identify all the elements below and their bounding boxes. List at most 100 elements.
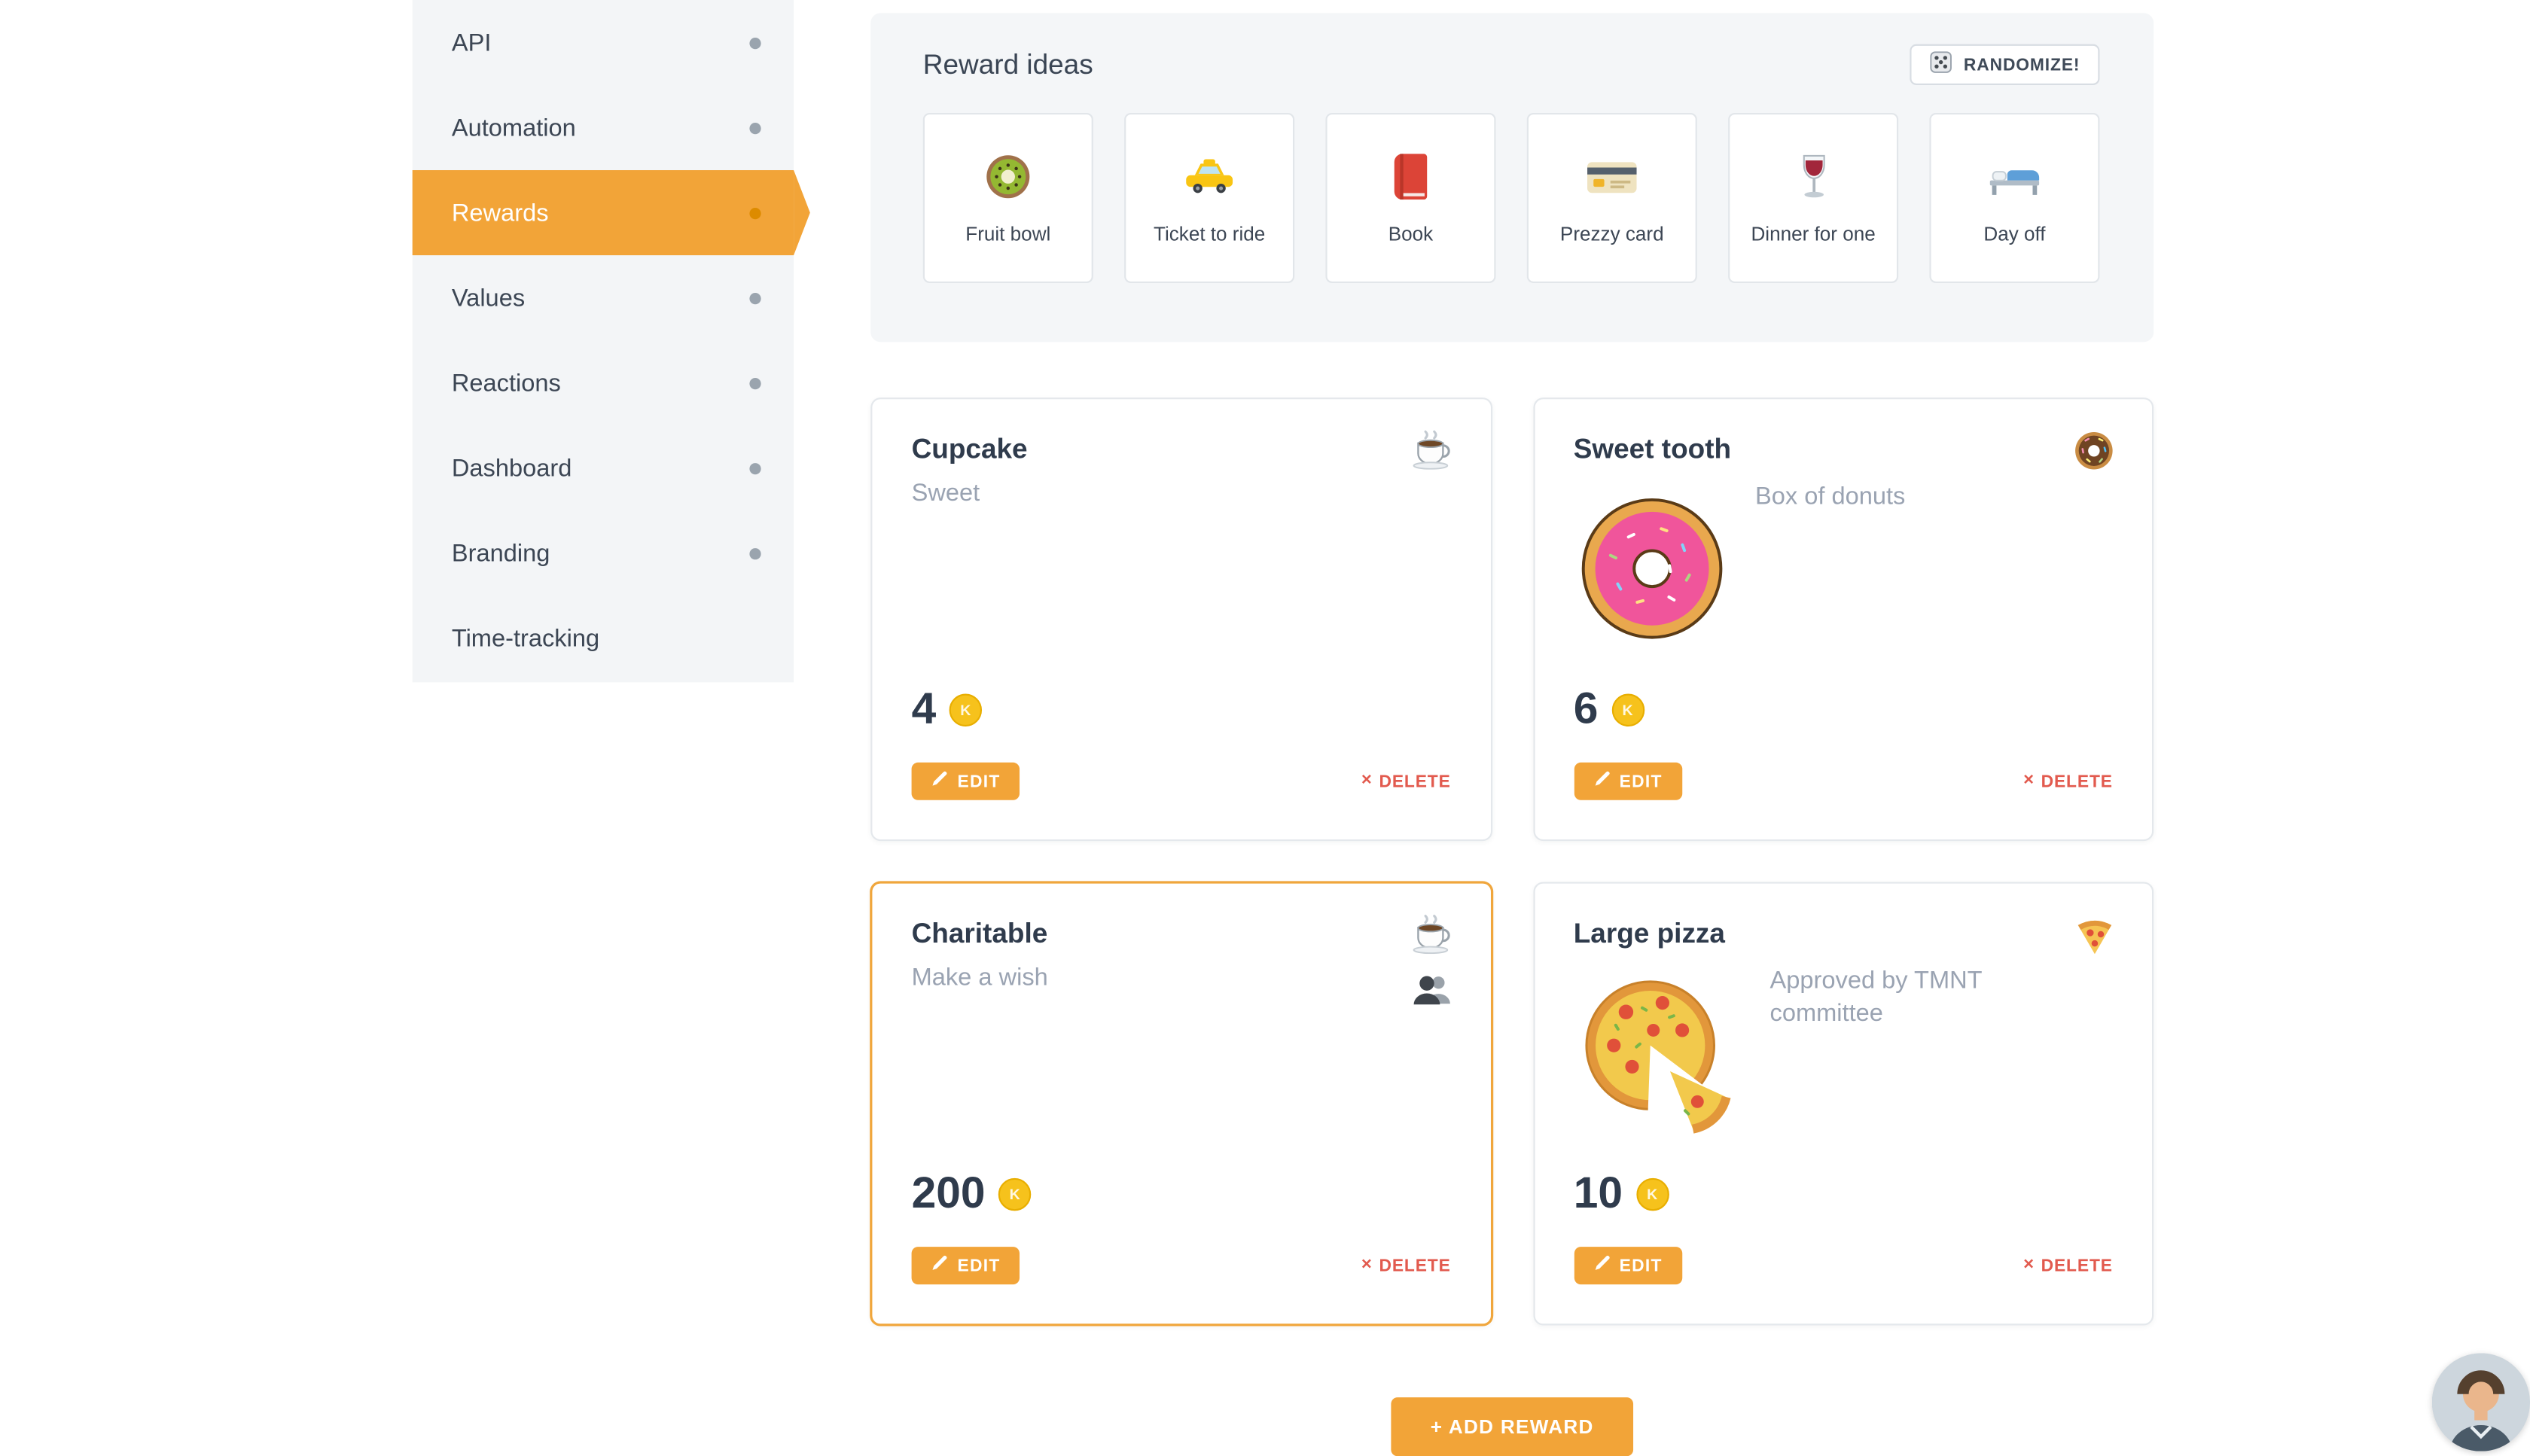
sidebar-item-time-tracking[interactable]: Time-tracking <box>413 595 794 681</box>
reward-cost: 200 K <box>912 1171 1032 1216</box>
reward-corner-icons <box>1410 913 1454 1016</box>
randomize-label: RANDOMIZE! <box>1963 54 2080 75</box>
pencil-icon <box>931 771 948 792</box>
sidebar-item-dashboard[interactable]: Dashboard <box>413 425 794 510</box>
delete-x-icon: × <box>1361 1254 1373 1275</box>
delete-button[interactable]: × DELETE <box>2023 1256 2113 1275</box>
pizza-illustration <box>1574 975 1744 1142</box>
randomize-button[interactable]: RANDOMIZE! <box>1910 44 2100 86</box>
idea-card-day-off[interactable]: Day off <box>1929 112 2100 283</box>
sidebar-item-label: Reactions <box>451 369 561 398</box>
reward-subtitle: Sweet <box>911 479 980 507</box>
reward-corner-icons <box>1410 428 1454 477</box>
reward-subtitle: Box of donuts <box>1754 483 1906 511</box>
status-dot <box>749 461 761 474</box>
book-icon <box>1391 151 1430 203</box>
sidebar-item-label: Time-tracking <box>451 624 600 653</box>
pencil-icon <box>1593 771 1610 792</box>
delete-button[interactable]: × DELETE <box>1361 1256 1451 1275</box>
reward-title: Cupcake <box>911 433 1028 465</box>
reward-ideas-title: Reward ideas <box>922 48 1093 80</box>
reward-cost: 4 K <box>912 687 983 732</box>
sidebar-item-label: API <box>451 29 492 56</box>
reward-card-footer: EDIT × DELETE <box>911 1247 1451 1285</box>
status-dot <box>749 121 761 134</box>
delete-button[interactable]: × DELETE <box>2023 772 2113 791</box>
user-avatar[interactable] <box>2431 1353 2530 1451</box>
reward-title: Large pizza <box>1573 918 1725 949</box>
sidebar-item-api[interactable]: API <box>413 0 794 85</box>
sidebar-item-label: Dashboard <box>451 454 572 483</box>
idea-card-fruit-bowl[interactable]: Fruit bowl <box>922 112 1093 283</box>
reward-card-charitable: Charitable <box>870 882 1492 1326</box>
credit-card-icon <box>1586 151 1638 203</box>
kiwi-icon <box>983 151 1032 203</box>
delete-x-icon: × <box>2023 770 2035 790</box>
sidebar-item-values[interactable]: Values <box>413 255 794 340</box>
reward-cost-value: 10 <box>1573 1168 1623 1218</box>
idea-label: Ticket to ride <box>1153 222 1266 246</box>
coffee-icon <box>1410 913 1454 962</box>
sidebar-item-label: Automation <box>451 114 576 142</box>
reward-card-cupcake: Cupcake Sweet 4 K <box>870 398 1492 842</box>
reward-title: Sweet tooth <box>1573 433 1732 465</box>
status-dot <box>749 291 761 304</box>
sidebar-item-rewards[interactable]: Rewards <box>412 170 810 256</box>
delete-button[interactable]: × DELETE <box>1361 772 1451 791</box>
idea-card-ticket-to-ride[interactable]: Ticket to ride <box>1124 112 1295 283</box>
delete-x-icon: × <box>1361 770 1373 790</box>
delete-label: DELETE <box>1379 1256 1451 1276</box>
delete-x-icon: × <box>2023 1254 2035 1275</box>
status-dot <box>749 547 761 559</box>
sidebar-item-label: Branding <box>451 539 550 568</box>
add-reward-container: + ADD REWARD <box>870 1397 2154 1456</box>
sidebar-item-label: Values <box>451 284 526 312</box>
edit-label: EDIT <box>957 771 1001 791</box>
idea-label: Fruit bowl <box>965 222 1051 246</box>
reward-corner-icons <box>2072 428 2117 481</box>
edit-button[interactable]: EDIT <box>1573 1247 1682 1285</box>
status-dot <box>749 36 761 49</box>
bed-icon <box>1989 151 2041 203</box>
reward-title: Charitable <box>911 918 1048 949</box>
edit-button[interactable]: EDIT <box>1573 762 1682 800</box>
sidebar-item-reactions[interactable]: Reactions <box>413 340 794 425</box>
reward-cost-value: 4 <box>911 684 937 733</box>
pizza-slice-icon <box>2074 913 2117 964</box>
settings-sidebar: API Automation Rewards Values Reactions … <box>412 0 810 683</box>
pencil-icon <box>1593 1255 1610 1276</box>
status-dot <box>749 376 761 389</box>
reward-cost-value: 6 <box>1573 684 1599 733</box>
edit-label: EDIT <box>1619 771 1663 791</box>
edit-button[interactable]: EDIT <box>911 762 1020 800</box>
idea-card-book[interactable]: Book <box>1325 112 1496 283</box>
sidebar-item-automation[interactable]: Automation <box>413 85 794 170</box>
donut-icon <box>2072 428 2117 481</box>
delete-label: DELETE <box>1379 771 1451 791</box>
people-icon <box>1413 972 1452 1016</box>
idea-label: Prezzy card <box>1559 222 1664 246</box>
rewards-grid: Cupcake Sweet 4 K <box>870 398 2154 1326</box>
edit-button[interactable]: EDIT <box>911 1247 1020 1285</box>
delete-label: DELETE <box>2041 771 2113 791</box>
reward-card-footer: EDIT × DELETE <box>911 762 1451 800</box>
user-avatar-photo <box>2431 1353 2530 1451</box>
karma-coin-icon: K <box>949 693 983 726</box>
reward-card-sweet-tooth: Sweet tooth <box>1532 398 2154 842</box>
status-dot <box>749 206 761 219</box>
add-reward-button[interactable]: + ADD REWARD <box>1391 1397 1633 1456</box>
reward-ideas-header: Reward ideas RANDOMIZE! <box>870 13 2154 86</box>
reward-card-footer: EDIT × DELETE <box>1573 762 2113 800</box>
reward-card-body: Approved by TMNT committee <box>1574 962 2113 1142</box>
coffee-icon <box>1410 428 1454 477</box>
idea-card-prezzy-card[interactable]: Prezzy card <box>1526 112 1697 283</box>
reward-card-large-pizza: Large pizza <box>1532 882 2154 1326</box>
reward-ideas-panel: Reward ideas RANDOMIZE! <box>870 13 2154 343</box>
reward-card-footer: EDIT × DELETE <box>1573 1247 2113 1285</box>
delete-label: DELETE <box>2041 1256 2113 1276</box>
donut-illustration <box>1574 491 1729 654</box>
sidebar-item-branding[interactable]: Branding <box>413 510 794 595</box>
idea-card-dinner-for-one[interactable]: Dinner for one <box>1728 112 1899 283</box>
reward-ideas-row: Fruit bowl Ticket to ride <box>870 85 2154 283</box>
